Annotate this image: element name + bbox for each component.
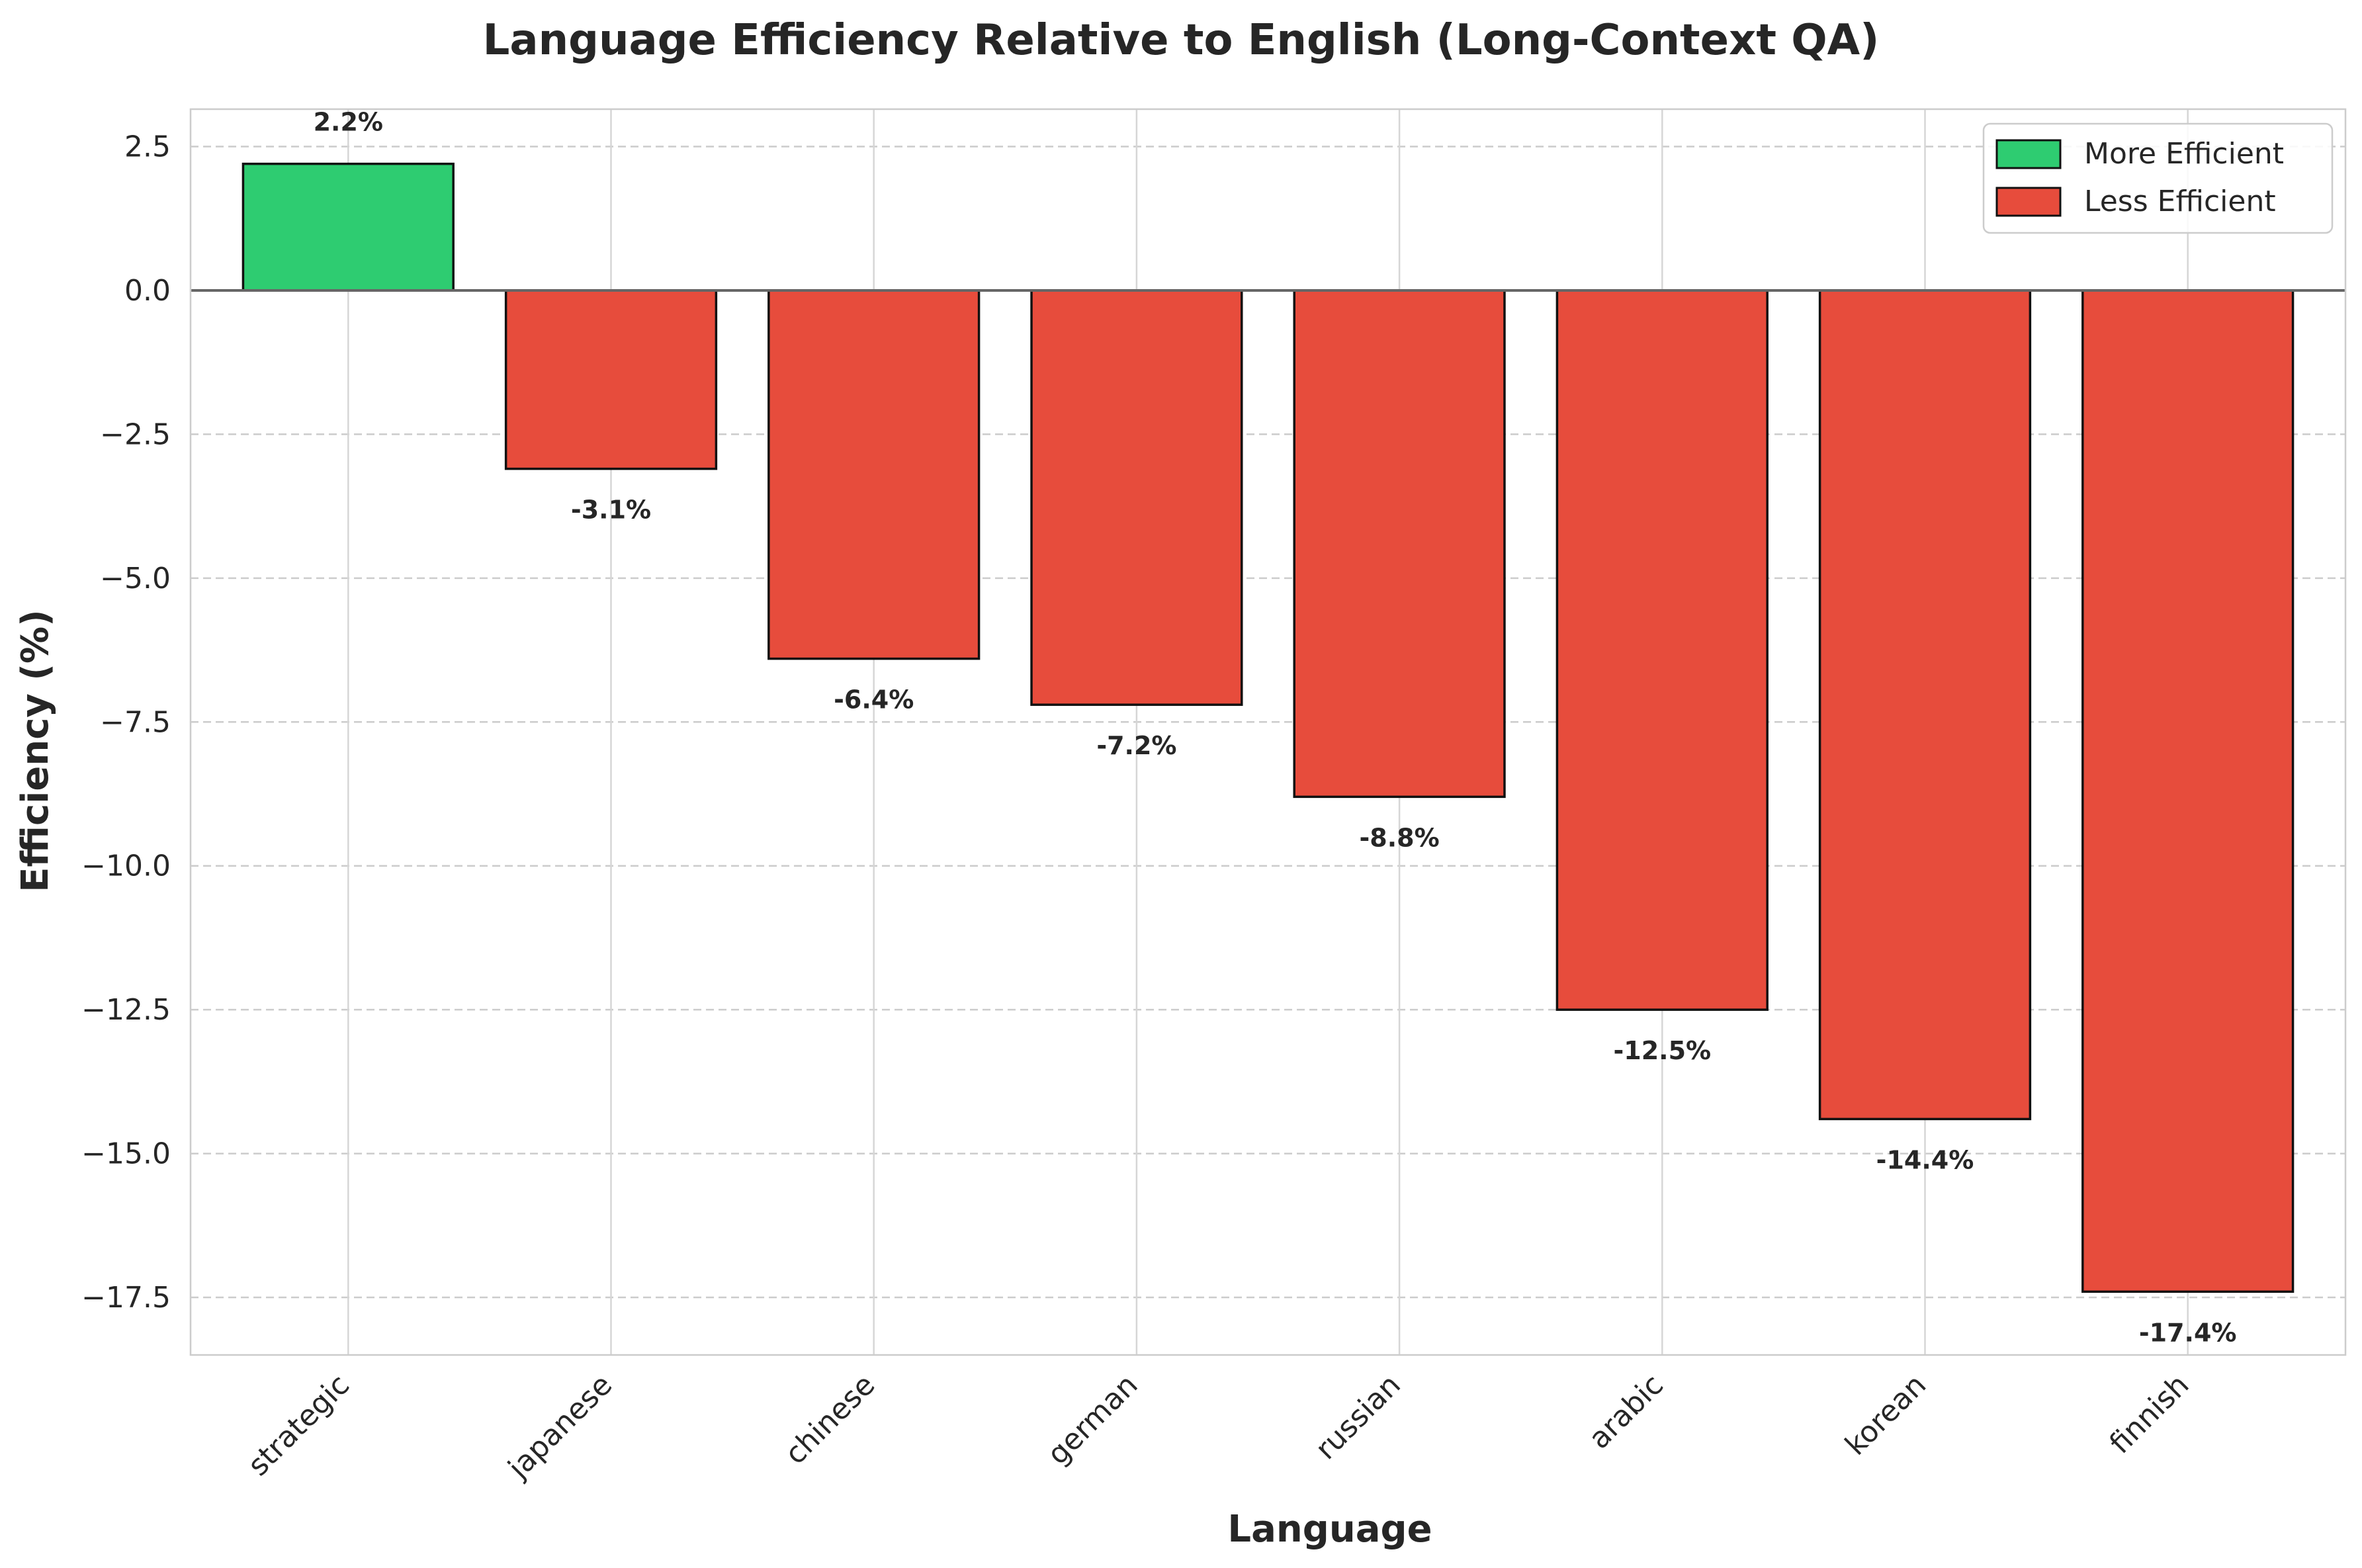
bar-arabic	[1555, 289, 1769, 1011]
y-tick-label: 2.5	[124, 130, 171, 164]
data-label-chinese: -6.4%	[834, 685, 914, 715]
bar-finnish	[2081, 289, 2295, 1293]
data-label-arabic: -12.5%	[1613, 1036, 1711, 1065]
legend-swatch	[1995, 139, 2062, 169]
legend-swatch	[1995, 187, 2062, 217]
data-label-japanese: -3.1%	[571, 496, 651, 525]
x-tick-label-strategic: strategic	[241, 1368, 356, 1483]
x-tick-label-korean: korean	[1839, 1368, 1933, 1462]
x-tick-label-finnish: finnish	[2103, 1368, 2196, 1461]
bar-german	[1030, 289, 1243, 706]
y-tick-label: −7.5	[100, 705, 171, 739]
bar-japanese	[504, 289, 718, 470]
y-tick-label: −5.0	[100, 562, 171, 595]
y-tick-label: −2.5	[100, 417, 171, 451]
x-tick-label-german: german	[1041, 1368, 1144, 1471]
bars-layer	[241, 162, 2295, 1293]
plot-frame	[189, 108, 2347, 1356]
y-tick-label: −10.0	[81, 849, 171, 883]
data-label-korean: -14.4%	[1876, 1145, 1974, 1174]
legend-label: Less Efficient	[2084, 185, 2276, 218]
bar-korean	[1818, 289, 2032, 1121]
y-ticks-layer: 2.5 0.0 −2.5 −5.0 −7.5 −10.0 −12.5 −15.0 −17.5	[81, 130, 171, 1315]
data-labels-layer: 2.2% -3.1% -6.4% -7.2% -8.8% -12.5% -14.4% -17.…	[314, 108, 2237, 1348]
bar-chinese	[767, 289, 981, 660]
legend-box	[1982, 122, 2334, 234]
x-tick-label-chinese: chinese	[779, 1368, 882, 1471]
y-tick-label: −12.5	[81, 993, 171, 1027]
data-label-strategic: 2.2%	[314, 108, 383, 137]
y-tick-label: −17.5	[81, 1281, 171, 1315]
x-ticks-layer: strategic japanese chinese german russian ara…	[241, 1368, 2196, 1486]
data-label-finnish: -17.4%	[2139, 1318, 2237, 1347]
y-tick-label: 0.0	[124, 274, 171, 308]
x-axis-label: Language	[1227, 1508, 1432, 1551]
bar-strategic	[241, 162, 455, 292]
x-tick-label-japanese: japanese	[502, 1368, 619, 1486]
y-axis-label: Efficiency (%)	[14, 609, 57, 892]
data-label-german: -7.2%	[1096, 731, 1176, 760]
x-tick-label-russian: russian	[1309, 1368, 1407, 1466]
x-tick-label-arabic: arabic	[1583, 1368, 1670, 1456]
data-label-russian: -8.8%	[1360, 823, 1440, 852]
bar-russian	[1293, 289, 1506, 799]
legend: More Efficient Less Efficient	[1982, 122, 2334, 234]
y-tick-label: −15.0	[81, 1137, 171, 1171]
chart-title: Language Efficiency Relative to English …	[483, 16, 1880, 65]
legend-label: More Efficient	[2084, 137, 2284, 171]
